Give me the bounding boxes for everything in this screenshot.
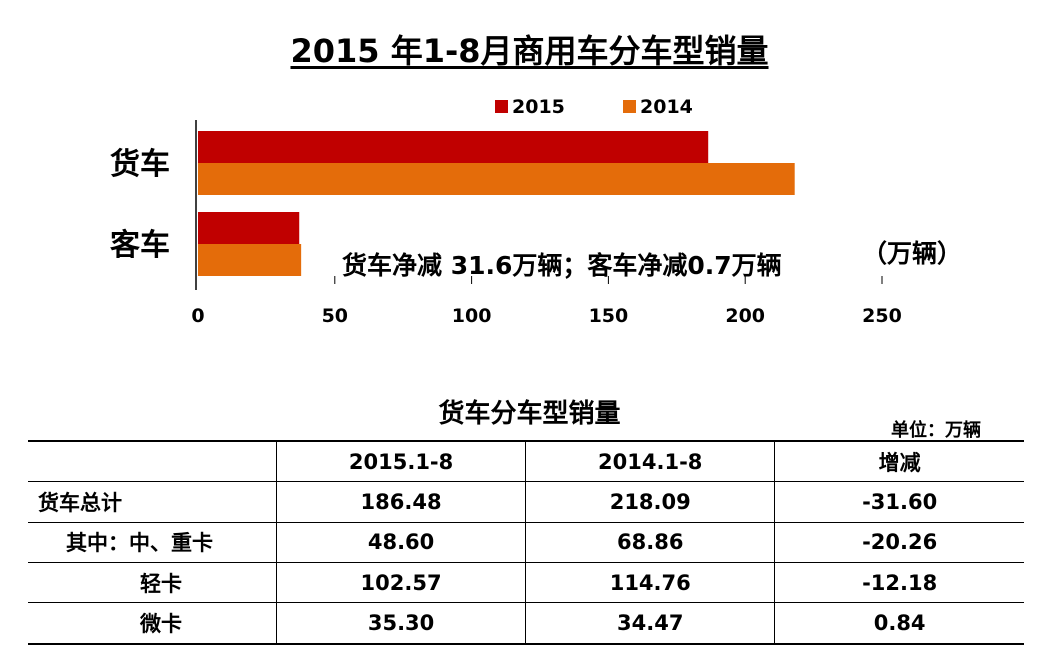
legend-swatch-2015: [495, 100, 508, 113]
cell-change: 0.84: [774, 602, 1024, 646]
legend-label: 2015: [512, 96, 565, 118]
truck-sales-table: 2015.1-8 2014.1-8 增减 货车总计 186.48 218.09 …: [28, 440, 1024, 646]
legend-swatch-2014: [623, 100, 636, 113]
category-label: 货车: [110, 147, 170, 182]
cell-2015: 102.57: [276, 562, 527, 604]
cell-change: -20.26: [774, 522, 1024, 564]
x-tick-label: 0: [191, 305, 204, 327]
cell-2015: 35.30: [276, 602, 527, 646]
row-label: 轻卡: [28, 562, 277, 604]
x-tick-label: 50: [322, 305, 348, 327]
cell-2014: 218.09: [525, 481, 776, 523]
table-row: 货车总计 186.48 218.09 -31.60: [28, 481, 1024, 523]
x-tick-label: 250: [862, 305, 902, 327]
bar-2014-0: [198, 163, 795, 195]
legend-label: 2014: [640, 96, 693, 118]
table-unit: 单位：万辆: [891, 420, 981, 441]
bar-2014-1: [198, 244, 302, 276]
header-cell-empty: [28, 440, 277, 483]
table-row: 其中：中、重卡 48.60 68.86 -20.26: [28, 522, 1024, 564]
cell-2015: 48.60: [276, 522, 527, 564]
header-cell-2014: 2014.1-8: [525, 440, 776, 483]
category-label: 客车: [110, 228, 170, 263]
table-title: 货车分车型销量: [438, 399, 621, 429]
x-tick-label: 100: [452, 305, 492, 327]
cell-2014: 34.47: [525, 602, 776, 646]
table-row: 微卡 35.30 34.47 0.84: [28, 602, 1024, 646]
cell-change: -31.60: [774, 481, 1024, 523]
table-header-row: 2015.1-8 2014.1-8 增减: [28, 440, 1024, 483]
cell-2014: 68.86: [525, 522, 776, 564]
header-cell-2015: 2015.1-8: [276, 440, 527, 483]
cell-2015: 186.48: [276, 481, 527, 523]
chart-title: 2015 年1-8月商用车分车型销量: [290, 32, 769, 70]
bar-2015-0: [198, 131, 709, 163]
cell-2014: 114.76: [525, 562, 776, 604]
x-tick-label: 150: [589, 305, 629, 327]
row-label: 货车总计: [28, 481, 277, 523]
table-row: 轻卡 102.57 114.76 -12.18: [28, 562, 1024, 604]
row-label: 微卡: [28, 602, 277, 646]
bar-2015-1: [198, 212, 300, 244]
x-tick-label: 200: [725, 305, 765, 327]
chart-annotation: 货车净减 31.6万辆；客车净减0.7万辆: [342, 251, 782, 280]
unit-label: （万辆）: [862, 239, 962, 268]
header-cell-change: 增减: [774, 440, 1024, 483]
cell-change: -12.18: [774, 562, 1024, 604]
row-label: 其中：中、重卡: [28, 522, 277, 564]
